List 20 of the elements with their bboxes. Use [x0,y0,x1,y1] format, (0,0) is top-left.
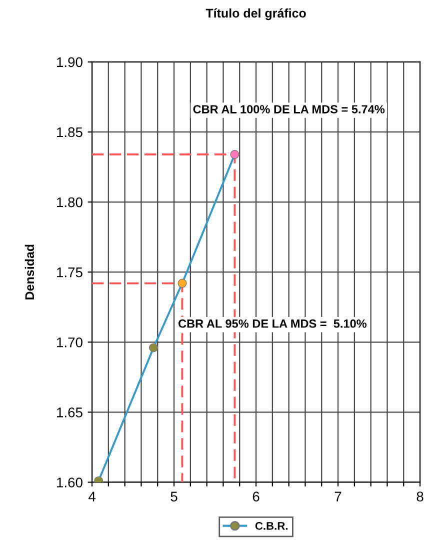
x-tick-label: 5 [170,492,178,502]
y-tick-label: 1.70 [57,337,82,348]
annotation: CBR AL 95% DE LA MDS = 5.10% [178,319,367,328]
y-tick-label: 1.85 [57,127,82,138]
point [149,343,158,352]
y-tick-label: 1.80 [57,197,82,208]
x-tick-label: 4 [88,492,96,502]
x-tick-label: 7 [334,492,342,502]
x-tick-label: 8 [416,492,424,502]
point [178,278,187,288]
y-tick-label: 1.75 [57,268,82,278]
y-axis-title: Densidad [24,244,34,300]
y-tick-label: 1.60 [57,478,82,488]
legend-label: C.B.R. [255,522,288,530]
chart-title: Título del gráfico [206,8,306,20]
point [230,150,240,159]
y-tick-label: 1.65 [57,408,82,418]
y-tick-label: 1.90 [57,57,82,68]
x-tick-label: 6 [252,492,260,502]
annotation: CBR AL 100% DE LA MDS = 5.74% [193,105,385,114]
